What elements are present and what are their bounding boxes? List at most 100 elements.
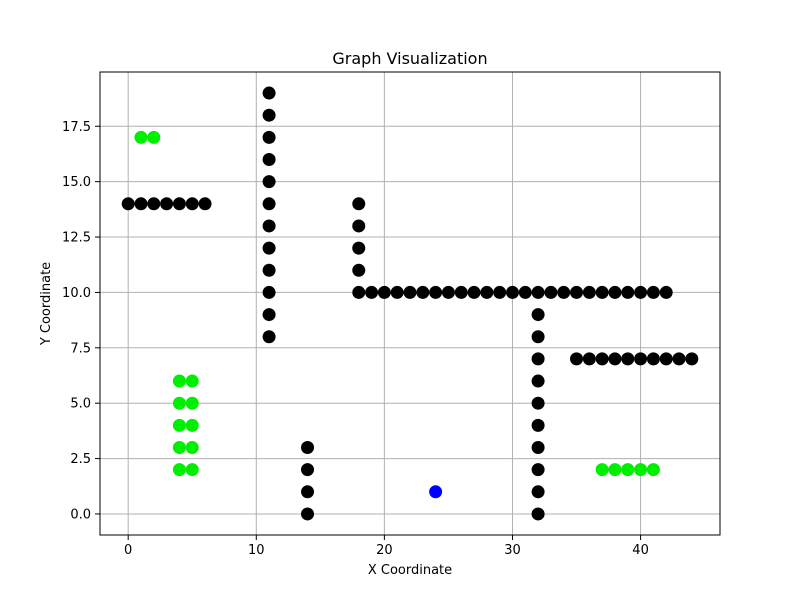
x-tick-label: 30 [504,543,521,558]
x-tick-label: 40 [632,543,649,558]
data-point [403,285,417,299]
data-point [301,507,315,521]
data-point [416,285,430,299]
data-point [262,263,276,277]
data-point [262,86,276,100]
data-point [621,463,635,477]
data-point [262,175,276,189]
data-point [646,352,660,366]
data-point [301,485,315,499]
data-point [185,374,199,388]
data-point [147,130,161,144]
data-point [172,440,186,454]
data-point [634,352,648,366]
y-tick-label: 2.5 [70,452,91,467]
data-point [557,285,571,299]
data-point [531,418,545,432]
data-point [185,440,199,454]
y-tick-label: 5.0 [70,397,91,412]
data-point [262,241,276,255]
data-point [185,418,199,432]
data-point [352,241,366,255]
data-point [672,352,686,366]
data-point [659,285,673,299]
data-point [531,285,545,299]
data-point [134,130,148,144]
data-point [262,197,276,211]
data-point [172,374,186,388]
data-point [646,285,660,299]
y-axis-label: Y Coordinate [39,262,54,346]
data-point [570,352,584,366]
data-point [518,285,532,299]
data-point [441,285,455,299]
data-point [262,153,276,167]
x-ticks: 0 10 20 30 40 [124,535,649,558]
data-point [570,285,584,299]
data-point [185,396,199,410]
data-point [301,440,315,454]
data-point [365,285,379,299]
data-point [262,330,276,344]
data-point [531,352,545,366]
data-point [198,197,212,211]
data-point [352,197,366,211]
data-point [352,285,366,299]
data-point [172,197,186,211]
data-point [531,440,545,454]
x-tick-label: 20 [376,543,393,558]
data-point [262,219,276,233]
data-point [429,485,443,499]
data-point [262,308,276,322]
data-point [377,285,391,299]
data-point [659,352,673,366]
data-point [608,285,622,299]
data-point [262,130,276,144]
y-tick-label: 0.0 [70,507,91,522]
data-point [505,285,519,299]
data-point [582,352,596,366]
data-point [621,352,635,366]
data-point [262,108,276,122]
data-point [531,507,545,521]
data-point [147,197,161,211]
data-point [121,197,135,211]
data-point [595,463,609,477]
data-point [454,285,468,299]
data-point [352,263,366,277]
data-point [493,285,507,299]
y-tick-label: 17.5 [62,120,91,135]
data-point [531,374,545,388]
data-point [582,285,596,299]
data-point [531,396,545,410]
y-tick-label: 7.5 [70,341,91,356]
data-point [185,463,199,477]
data-point [608,463,622,477]
data-point [595,352,609,366]
data-point [262,285,276,299]
y-tick-label: 12.5 [62,231,91,246]
data-point [429,285,443,299]
data-point [685,352,699,366]
x-axis-label: X Coordinate [368,563,452,578]
plot-frame [99,71,721,536]
data-point [467,285,481,299]
data-point [531,330,545,344]
data-point [595,285,609,299]
data-point [531,463,545,477]
data-point [646,463,660,477]
x-tick-label: 0 [124,543,132,558]
data-point [531,308,545,322]
data-point [301,463,315,477]
x-tick-label: 10 [248,543,265,558]
data-point [352,219,366,233]
data-point [544,285,558,299]
data-point [634,285,648,299]
data-point [634,463,648,477]
y-ticks: 0.0 2.5 5.0 7.5 10.0 12.5 15.0 17.5 [62,120,100,522]
data-point [134,197,148,211]
data-point [531,485,545,499]
y-tick-label: 10.0 [62,286,91,301]
